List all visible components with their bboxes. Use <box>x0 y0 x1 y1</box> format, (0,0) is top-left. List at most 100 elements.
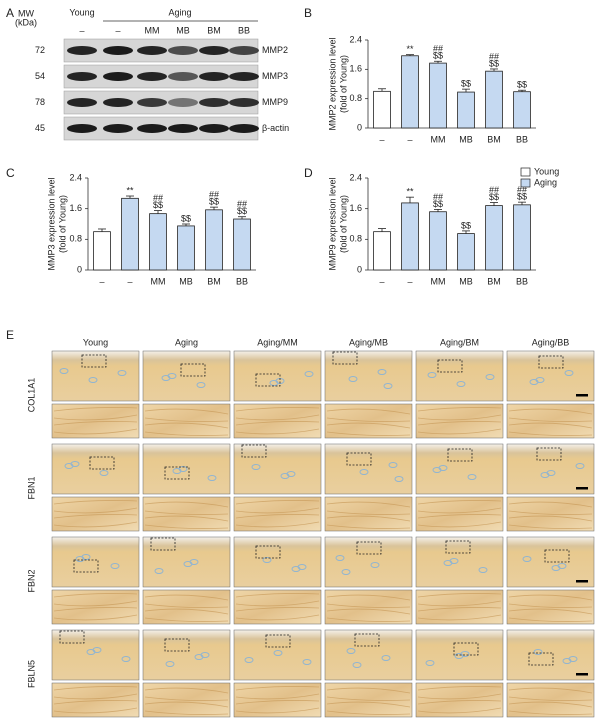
tissue-overview <box>324 443 413 495</box>
fiber <box>144 603 229 608</box>
y-axis-label: (fold of Young) <box>338 55 348 113</box>
y-tick-label: 2.4 <box>349 34 362 44</box>
fiber <box>235 593 320 598</box>
tissue-structure <box>381 655 391 661</box>
fiber <box>417 500 502 505</box>
fiber <box>326 701 411 708</box>
column-header: Aging/MM <box>257 337 298 347</box>
x-tick-label: MB <box>179 276 193 286</box>
lane-label: – <box>79 25 84 35</box>
y-tick-label: 0.8 <box>349 93 362 103</box>
bar <box>513 204 531 271</box>
tissue-structure <box>273 650 283 656</box>
fiber <box>53 600 138 607</box>
blot-band <box>168 46 198 55</box>
lane-label: BB <box>238 25 250 35</box>
tissue-overview <box>233 536 322 588</box>
tissue-structure <box>196 382 206 388</box>
tissue-structure <box>485 374 495 380</box>
blot-band <box>137 98 167 107</box>
fiber <box>235 428 320 435</box>
tissue-structure <box>251 464 261 470</box>
tissue-structure <box>478 567 488 573</box>
blot-band <box>229 98 259 107</box>
protein-name: MMP2 <box>262 45 288 55</box>
fiber <box>417 507 502 514</box>
fiber <box>235 421 320 426</box>
fiber <box>326 524 411 529</box>
blot-band <box>168 124 198 133</box>
significance-label: ** <box>126 185 134 195</box>
protein-name: MMP3 <box>262 71 288 81</box>
tissue-zoom <box>51 589 140 625</box>
zoom-box <box>445 540 471 554</box>
fiber <box>53 521 138 528</box>
fiber <box>53 707 138 714</box>
tissue-structure <box>86 649 96 655</box>
column-header: Aging <box>175 337 198 347</box>
tissue-structure <box>304 371 314 377</box>
significance-label: $$ <box>489 58 499 68</box>
significance-label: $$ <box>433 51 443 61</box>
blot-band <box>199 98 229 107</box>
tissue-structure <box>564 370 574 376</box>
tissue-structure <box>117 370 127 376</box>
bar <box>177 225 195 271</box>
lane-label: – <box>115 25 120 35</box>
significance-label: ** <box>406 44 414 54</box>
x-tick-label: BM <box>487 134 501 144</box>
tissue-structure <box>522 556 532 562</box>
blot-band <box>67 72 97 81</box>
fiber <box>235 693 320 700</box>
tissue-overview <box>324 536 413 588</box>
significance-label: $$ <box>489 192 499 202</box>
tissue-structure <box>443 560 453 566</box>
panel-label: D <box>304 166 313 180</box>
x-tick-label: BM <box>487 276 501 286</box>
fiber <box>326 515 411 522</box>
fiber <box>417 521 502 528</box>
fiber <box>53 514 138 519</box>
tissue-overview <box>142 629 231 681</box>
fiber <box>326 710 411 715</box>
zoom-box <box>59 630 85 644</box>
fiber <box>326 696 411 701</box>
fiber <box>53 686 138 691</box>
tissue-structure <box>110 563 120 569</box>
mw-value: 54 <box>35 71 45 81</box>
fiber <box>144 701 229 708</box>
scale-bar <box>576 673 588 676</box>
significance-label: ## <box>517 185 527 195</box>
zoom-box <box>265 634 291 648</box>
fiber <box>326 608 411 615</box>
x-tick-label: MB <box>459 134 473 144</box>
protein-name: MMP9 <box>262 97 288 107</box>
fiber <box>53 414 138 421</box>
fiber <box>326 603 411 608</box>
tissue-structure <box>121 656 131 662</box>
scale-bar <box>576 487 588 490</box>
tissue-structure <box>551 565 561 571</box>
bar <box>457 233 475 271</box>
fiber <box>144 696 229 701</box>
fiber <box>235 614 320 621</box>
bar <box>149 213 167 271</box>
fiber <box>326 408 411 415</box>
fiber <box>326 594 411 601</box>
zoom-box <box>332 351 358 365</box>
zoom-box <box>164 466 190 480</box>
zoom-box <box>255 545 281 559</box>
group-label: Young <box>69 7 94 17</box>
fiber <box>326 617 411 622</box>
fiber <box>235 600 320 607</box>
bar <box>401 55 419 129</box>
tissue-structure <box>194 654 204 660</box>
row-label: COL1A1 <box>26 378 36 413</box>
bar <box>485 70 503 129</box>
fiber <box>508 408 593 415</box>
blot-band <box>168 98 198 107</box>
tissue-overview <box>51 536 140 588</box>
fiber <box>53 507 138 514</box>
tissue-structure <box>59 368 69 374</box>
significance-label: $$ <box>209 197 219 207</box>
